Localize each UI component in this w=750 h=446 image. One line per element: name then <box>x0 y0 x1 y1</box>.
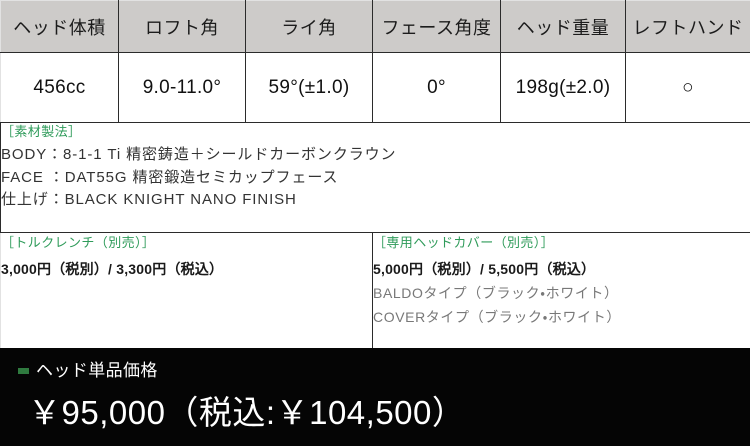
value-head-volume: 456cc <box>0 52 119 123</box>
torque-wrench-price: 3,000円（税別）/ 3,300円（税込） <box>1 260 224 277</box>
head-cover-option-baldo: BALDOタイプ（ブラック・ホワイト） <box>373 285 619 302</box>
price-label: ヘッド単品価格 <box>36 361 158 380</box>
material-line-body: BODY：8-1-1 Ti 精密鋳造＋シールドカーボンクラウン <box>1 145 397 163</box>
column-header-lie-angle: ライ角 <box>245 0 373 53</box>
spec-header-row: ヘッド体積 ロフト角 ライ角 フェース角度 ヘッド重量 レフトハンド <box>0 0 750 53</box>
head-cover-option-cover: COVERタイプ（ブラック・ホワイト） <box>373 309 621 326</box>
torque-wrench-heading: ［トルクレンチ（別売）］ <box>1 235 156 250</box>
head-cover-section: ［専用ヘッドカバー（別売）］ 5,000円（税別）/ 5,500円（税込） BA… <box>372 232 750 349</box>
circle-available-icon: ○ <box>682 76 694 98</box>
value-face-angle: 0° <box>372 52 501 123</box>
material-line-finish: 仕上げ：BLACK KNIGHT NANO FINISH <box>1 191 297 209</box>
column-header-head-weight: ヘッド重量 <box>500 0 626 53</box>
value-head-weight: 198g(±2.0) <box>500 52 626 123</box>
value-loft-angle: 9.0-11.0° <box>118 52 246 123</box>
head-cover-price: 5,000円（税別）/ 5,500円（税込） <box>373 260 596 277</box>
square-bullet-icon <box>18 367 29 374</box>
spec-value-row: 456cc 9.0-11.0° 59°(±1.0) 0° 198g(±2.0) … <box>0 52 750 123</box>
options-row: ［トルクレンチ（別売）］ 3,000円（税別）/ 3,300円（税込） ［専用ヘ… <box>0 232 750 349</box>
head-cover-heading: ［専用ヘッドカバー（別売）］ <box>373 235 555 250</box>
value-left-hand: ○ <box>625 52 750 123</box>
material-row: ［素材製法］ BODY：8-1-1 Ti 精密鋳造＋シールドカーボンクラウン F… <box>0 122 750 233</box>
head-price-footer: ヘッド単品価格 ￥95,000（税込:￥104,500） <box>0 348 750 446</box>
column-header-head-volume: ヘッド体積 <box>0 0 119 53</box>
spec-table: ヘッド体積 ロフト角 ライ角 フェース角度 ヘッド重量 レフトハンド 456cc… <box>0 0 750 349</box>
material-section: ［素材製法］ BODY：8-1-1 Ti 精密鋳造＋シールドカーボンクラウン F… <box>0 122 750 233</box>
column-header-loft-angle: ロフト角 <box>118 0 246 53</box>
price-value: ￥95,000（税込:￥104,500） <box>28 394 466 431</box>
torque-wrench-section: ［トルクレンチ（別売）］ 3,000円（税別）/ 3,300円（税込） <box>0 232 373 349</box>
value-lie-angle: 59°(±1.0) <box>245 52 373 123</box>
column-header-face-angle: フェース角度 <box>372 0 501 53</box>
column-header-left-hand: レフトハンド <box>625 0 750 53</box>
material-heading: ［素材製法］ <box>1 124 82 139</box>
material-line-face: FACE ：DAT55G 精密鍛造セミカップフェース <box>1 168 339 186</box>
price-label-row: ヘッド単品価格 <box>0 348 750 379</box>
